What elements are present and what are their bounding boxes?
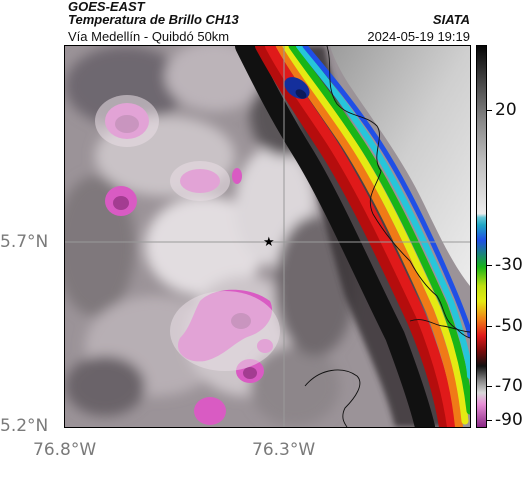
colorbar-label-minus-70: -70	[495, 376, 523, 396]
lon-label-76-8: 76.8°W	[33, 440, 97, 460]
colorbar-label-minus-50: -50	[495, 316, 523, 336]
colorbar-tick	[487, 110, 492, 111]
satellite-map[interactable]: ★	[64, 45, 471, 428]
colorbar-label-minus-30: -30	[495, 255, 523, 275]
colorbar-label-20: 20	[495, 100, 517, 120]
region-label: Vía Medellín - Quibdó 50km	[68, 29, 230, 44]
colorbar-tick	[487, 265, 492, 266]
colorbar-tick	[487, 386, 492, 387]
star-marker: ★	[263, 234, 275, 249]
colorbar-tick	[487, 420, 492, 421]
lon-label-76-3: 76.3°W	[252, 440, 316, 460]
agency-title: GOES-EAST	[68, 0, 145, 14]
organization-label: SIATA	[432, 12, 470, 27]
temperature-colorbar	[476, 45, 487, 428]
colorbar-label-minus-90: -90	[495, 410, 523, 430]
border-line	[304, 369, 361, 427]
lat-label-5-2: 5.2°N	[0, 416, 49, 436]
lat-label-5-7: 5.7°N	[0, 232, 49, 252]
colorbar-tick	[487, 326, 492, 327]
brightness-temperature-field: ★	[65, 46, 470, 427]
border-line	[326, 46, 470, 339]
product-title: Temperatura de Brillo CH13	[68, 12, 239, 27]
timestamp-label: 2024-05-19 19:19	[367, 29, 470, 44]
